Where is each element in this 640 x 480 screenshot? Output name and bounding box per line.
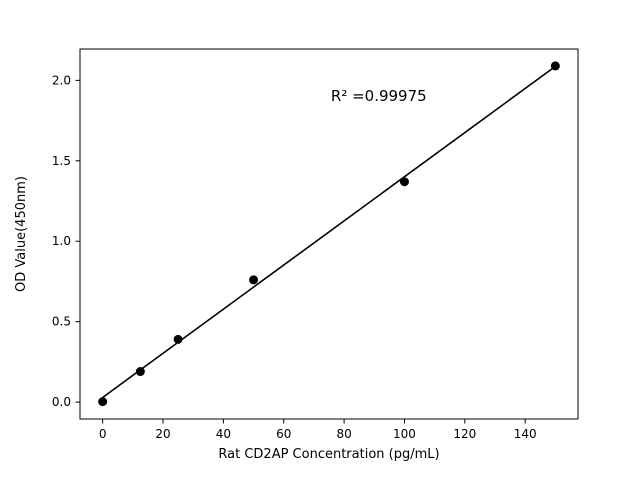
- y-tick-label: 1.5: [52, 154, 71, 168]
- data-point: [98, 397, 108, 407]
- y-tick-label: 2.0: [52, 73, 71, 87]
- x-tick-label: 20: [155, 427, 170, 441]
- axes-box: [79, 48, 579, 420]
- data-point: [173, 334, 183, 344]
- y-tick-label: 0.0: [52, 395, 71, 409]
- x-axis-label: Rat CD2AP Concentration (pg/mL): [218, 447, 439, 462]
- y-axis-label: OD Value(450nm): [14, 176, 29, 292]
- x-tick-label: 100: [393, 427, 416, 441]
- x-tick-label: 80: [336, 427, 351, 441]
- x-tick-label: 40: [216, 427, 231, 441]
- data-points: [98, 61, 560, 407]
- x-tick-label: 60: [276, 427, 291, 441]
- data-point: [550, 61, 560, 71]
- r-squared-annotation: R² =0.99975: [331, 87, 427, 105]
- y-tick-label: 1.0: [52, 234, 71, 248]
- data-point: [399, 177, 409, 187]
- x-tick-label: 0: [99, 427, 107, 441]
- y-tick-label: 0.5: [52, 315, 71, 329]
- x-tick-label: 140: [514, 427, 537, 441]
- data-point: [249, 275, 259, 285]
- x-tick-label: 120: [453, 427, 476, 441]
- data-point: [135, 367, 145, 377]
- x-axis-ticks: [102, 419, 526, 424]
- y-axis-ticks: [75, 79, 80, 403]
